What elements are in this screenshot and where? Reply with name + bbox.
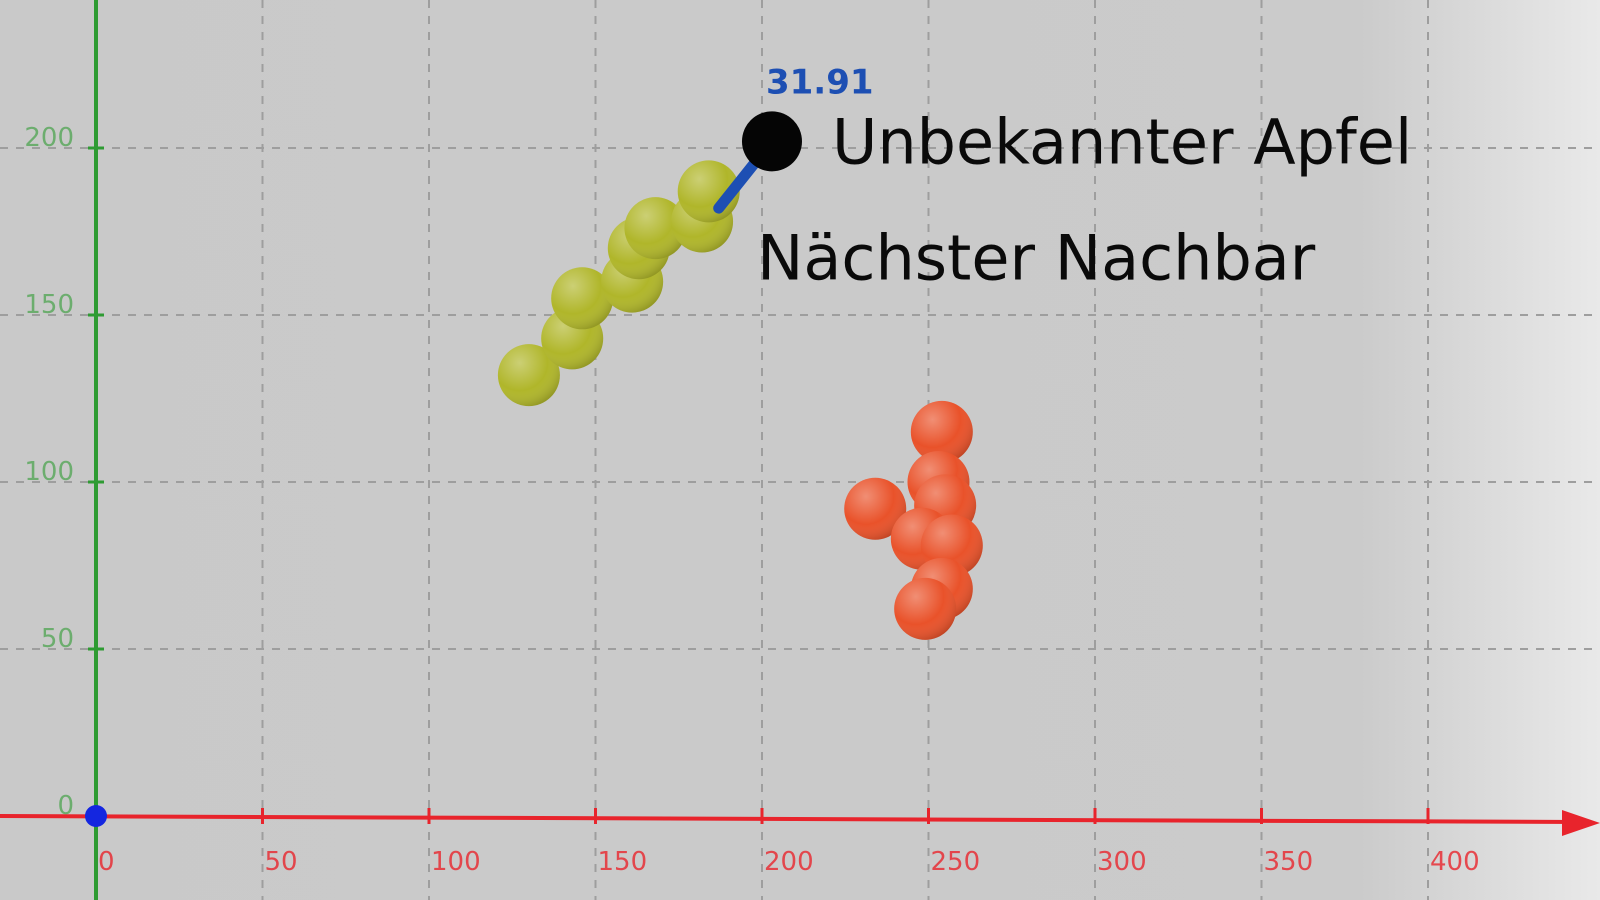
unknown-apple-label: Unbekannter Apfel <box>832 105 1412 178</box>
distance-label: 31.91 <box>766 62 874 102</box>
x-tick-label-400: 400 <box>1430 847 1480 877</box>
x-tick-label-300: 300 <box>1097 847 1147 877</box>
y-tick-label-0: 0 <box>57 791 74 821</box>
x-tick-label-350: 350 <box>1264 847 1314 877</box>
unknown-apple-point[interactable] <box>741 111 802 172</box>
y-tick-label-200: 200 <box>24 123 74 153</box>
data-point-s1-1[interactable] <box>910 400 973 463</box>
x-axis-arrow <box>1562 810 1600 836</box>
data-point-s1-0[interactable] <box>844 477 907 540</box>
data-point-s1-7[interactable] <box>894 577 957 640</box>
x-tick-label-0: 0 <box>98 847 115 877</box>
x-tick-label-100: 100 <box>431 847 481 877</box>
y-tick-label-100: 100 <box>24 457 74 487</box>
x-tick-label-150: 150 <box>598 847 648 877</box>
origin-point <box>85 805 107 827</box>
callouts: 31.91 Unbekannter Apfel Nächster Nachbar <box>713 62 1412 294</box>
x-tick-label-50: 50 <box>265 847 298 877</box>
tick-labels: 0 50 100 150 200 250 300 350 400 0 50 100 150 200 <box>24 123 1479 877</box>
data-point-s0-0[interactable] <box>497 344 560 407</box>
x-tick-label-250: 250 <box>931 847 981 877</box>
data-point-s0-5[interactable] <box>624 197 687 260</box>
y-tick-label-50: 50 <box>41 624 74 654</box>
y-tick-label-150: 150 <box>24 290 74 320</box>
data-point-s0-2[interactable] <box>551 267 614 330</box>
data-points <box>497 160 983 640</box>
nearest-neighbor-label: Nächster Nachbar <box>757 221 1316 294</box>
x-tick-label-200: 200 <box>764 847 814 877</box>
